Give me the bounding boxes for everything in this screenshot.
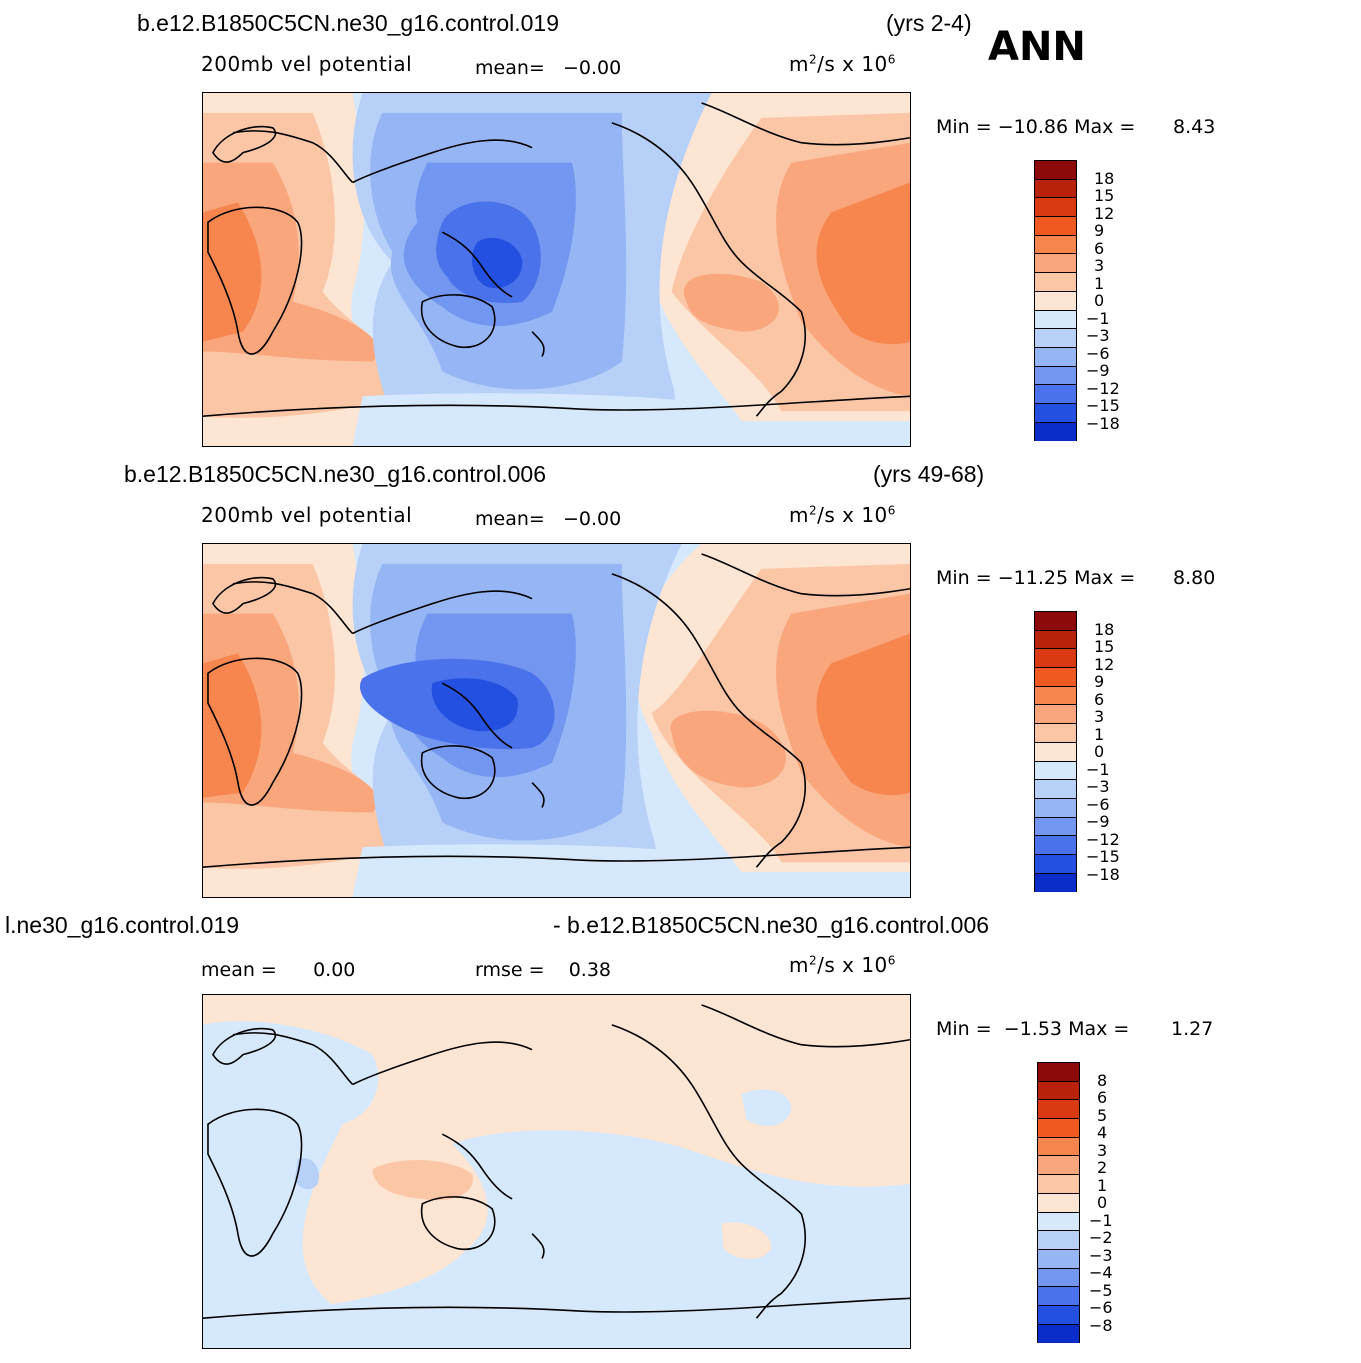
mean-label-1: mean= −0.00 (475, 57, 621, 79)
units-label-3: m2/s x 106 (789, 953, 896, 977)
colorbar-2 (1034, 611, 1077, 893)
min-max-2: Min = −11.25 Max = (936, 567, 1136, 589)
diff-title-right: - b.e12.B1850C5CN.ne30_g16.control.006 (553, 912, 990, 938)
diff-mean: mean = 0.00 (201, 959, 356, 981)
diff-title-left: l.ne30_g16.control.019 (5, 912, 240, 938)
variable-label-2: 200mb vel potential (201, 503, 413, 527)
years-label-2: (yrs 49-68) (873, 461, 985, 487)
diff-rmse: rmse = 0.38 (475, 959, 612, 981)
mean-label-text: mean= (475, 57, 545, 79)
min-max-3: Min = −1.53 Max = (936, 1018, 1130, 1040)
case-title-1: b.e12.B1850C5CN.ne30_g16.control.019 (137, 10, 559, 36)
map-panel-3 (202, 994, 911, 1349)
colorbar-3 (1037, 1062, 1080, 1344)
max-value-3: 1.27 (1171, 1018, 1214, 1040)
min-max-1: Min = −10.86 Max = (936, 116, 1136, 138)
season-label: ANN (988, 24, 1086, 70)
mean-value: −0.00 (562, 57, 622, 79)
map-panel-2 (202, 543, 911, 898)
map-field-2 (203, 544, 910, 897)
map-field-1 (203, 93, 910, 446)
map-field-3 (203, 995, 910, 1348)
colorbar-1 (1034, 160, 1077, 442)
map-panel-1 (202, 92, 911, 447)
max-value-2: 8.80 (1173, 567, 1216, 589)
case-title-2: b.e12.B1850C5CN.ne30_g16.control.006 (124, 461, 546, 487)
mean-label-2: mean= −0.00 (475, 508, 622, 530)
variable-label-1: 200mb vel potential (201, 52, 413, 76)
units-label-2: m2/s x 106 (789, 503, 896, 527)
units-label-1: m2/s x 106 (789, 52, 896, 76)
years-label-1: (yrs 2-4) (886, 10, 972, 36)
max-value-1: 8.43 (1173, 116, 1216, 138)
